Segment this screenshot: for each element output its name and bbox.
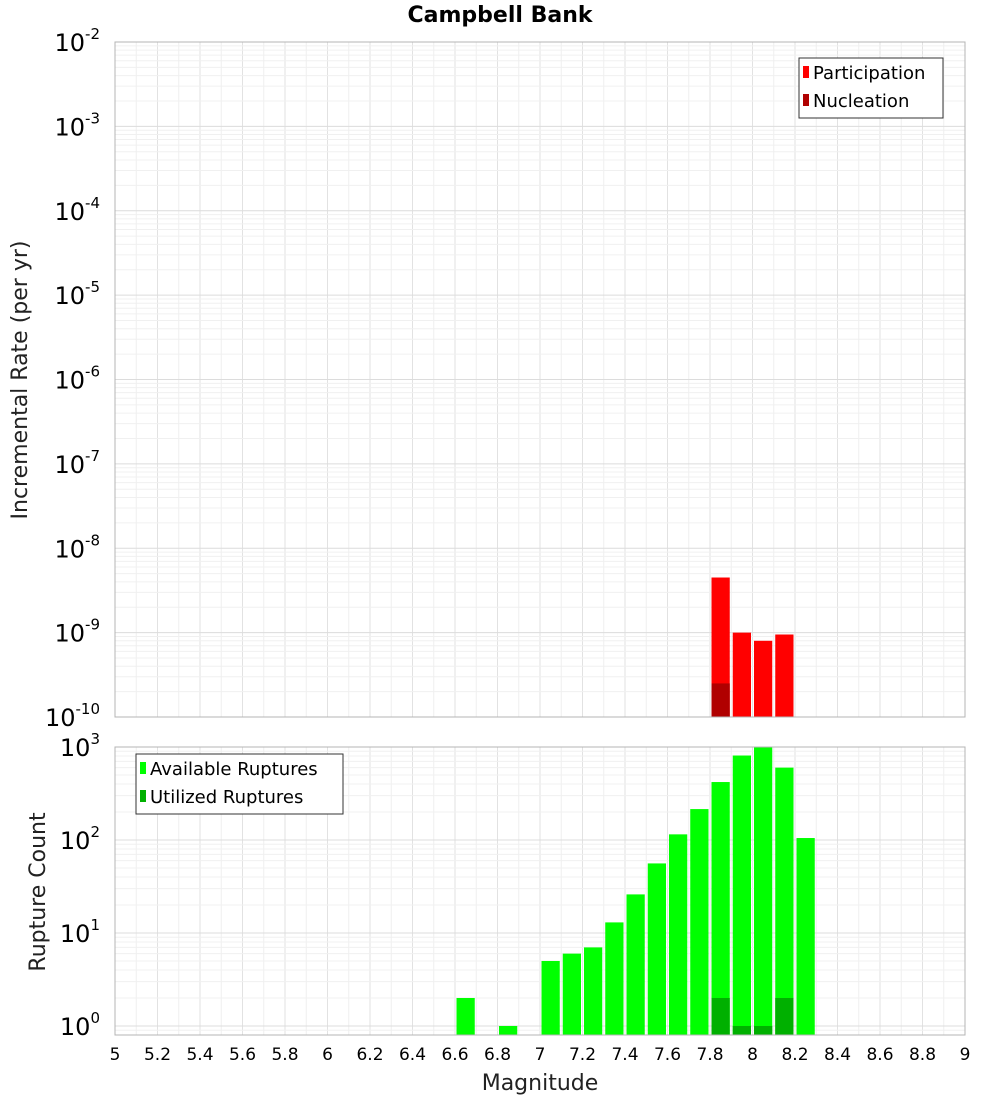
x-tick-label: 6.6 <box>441 1045 468 1065</box>
bottom-bar-7.55 <box>647 863 666 1035</box>
top-bar-8.15 <box>775 634 794 717</box>
x-tick-label: 5.6 <box>229 1045 256 1065</box>
top-bar-7.85 <box>711 577 730 717</box>
bottom-legend-label: Available Ruptures <box>150 759 318 780</box>
bottom-y-tick-label: 100 <box>60 1009 100 1041</box>
top-plot-frame <box>114 41 966 718</box>
bottom-legend-box <box>135 753 344 815</box>
bottom-overlay-bar-7.95 <box>732 1025 751 1035</box>
bottom-bar-7.95 <box>732 755 751 1035</box>
bottom-bar-7.85 <box>711 782 730 1035</box>
x-tick-label: 9 <box>960 1045 971 1065</box>
top-y-tick-label: 10-9 <box>54 616 100 648</box>
bottom-legend-swatch <box>140 790 146 802</box>
bottom-bar-6.85 <box>499 1025 518 1035</box>
top-legend-swatch <box>803 94 809 106</box>
top-bars <box>711 577 794 717</box>
x-tick-label: 7.8 <box>696 1045 723 1065</box>
bottom-legend-swatch <box>140 762 146 774</box>
top-legend: Participation Nucleation <box>798 57 944 119</box>
x-ticks: 5 5.2 5.4 5.6 5.8 6 6.2 6.4 6.6 6.8 7 7.2 7.4 7.6 7.8 8… <box>110 1045 971 1065</box>
bottom-overlay-bar-8.15 <box>775 997 794 1035</box>
x-tick-label: 6.4 <box>399 1045 426 1065</box>
x-tick-label: 5 <box>110 1045 121 1065</box>
top-legend-swatch <box>803 66 809 78</box>
top-y-tick-label: 10-6 <box>54 363 100 395</box>
x-tick-label: 7.4 <box>611 1045 638 1065</box>
x-tick-label: 5.4 <box>186 1045 213 1065</box>
top-y-tick-label: 10-10 <box>45 700 100 732</box>
top-y-tick-label: 10-4 <box>54 194 100 226</box>
x-tick-label: 8 <box>747 1045 758 1065</box>
bottom-bar-7.05 <box>541 960 560 1035</box>
chart-title: Campbell Bank <box>408 3 594 28</box>
top-bar-8.05 <box>754 640 773 717</box>
bottom-bar-7.15 <box>562 953 581 1035</box>
bottom-overlay-bar-8.05 <box>754 1025 773 1035</box>
x-tick-label: 6.2 <box>356 1045 383 1065</box>
bottom-bar-7.25 <box>584 947 603 1035</box>
bottom-plot-frame <box>114 746 966 1036</box>
x-tick-label: 8.4 <box>824 1045 851 1065</box>
bottom-y-tick-label: 102 <box>60 823 100 855</box>
bottom-bar-7.35 <box>605 922 624 1035</box>
bottom-bar-8.25 <box>796 838 815 1035</box>
x-tick-label: 8.2 <box>781 1045 808 1065</box>
bottom-legend: Available Ruptures Utilized Ruptures <box>135 753 344 815</box>
top-legend-label: Participation <box>813 63 925 84</box>
x-tick-label: 8.6 <box>866 1045 893 1065</box>
bottom-legend-label: Utilized Ruptures <box>150 787 303 808</box>
bottom-y-tick-label: 101 <box>60 916 100 948</box>
bottom-y-axis-label: Rupture Count <box>26 812 51 972</box>
rupture-count-panel: 100 101 102 103 5 5.2 5.4 5.6 5.8 6 6.2 6.4 6.6 6.8 7… <box>26 730 970 1096</box>
bottom-bar-8.05 <box>754 747 773 1035</box>
x-tick-label: 6.8 <box>484 1045 511 1065</box>
top-bar-7.95 <box>732 632 751 717</box>
x-tick-label: 5.8 <box>271 1045 298 1065</box>
x-tick-label: 8.8 <box>909 1045 936 1065</box>
top-y-tick-label: 10-3 <box>54 109 100 141</box>
top-y-tick-label: 10-5 <box>54 278 100 310</box>
top-overlay-bar-7.85 <box>711 683 730 717</box>
top-y-tick-label: 10-7 <box>54 447 100 479</box>
top-y-tick-label: 10-2 <box>54 25 100 57</box>
x-axis-label: Magnitude <box>482 1071 599 1096</box>
top-legend-label: Nucleation <box>813 91 909 112</box>
top-y-tick-label: 10-8 <box>54 531 100 563</box>
x-tick-label: 6 <box>322 1045 333 1065</box>
bottom-bar-6.65 <box>456 997 475 1035</box>
bottom-bars <box>456 747 815 1035</box>
bottom-y-tick-label: 103 <box>60 730 100 762</box>
bottom-bar-7.65 <box>669 834 688 1035</box>
incremental-rate-panel: 10-10 10-9 10-8 10-7 10-6 10-5 10-4 10-3 10-2 In… <box>8 25 966 732</box>
bottom-y-ticks: 100 101 102 103 <box>60 730 100 1041</box>
bottom-overlay-bar-7.85 <box>711 997 730 1035</box>
top-grid <box>115 42 965 717</box>
bottom-bar-7.45 <box>626 894 645 1035</box>
bottom-bar-7.75 <box>690 809 709 1035</box>
bottom-bar-8.15 <box>775 767 794 1035</box>
top-y-ticks: 10-10 10-9 10-8 10-7 10-6 10-5 10-4 10-3 10-2 <box>45 25 100 732</box>
top-legend-box <box>798 57 944 119</box>
x-tick-label: 7.6 <box>654 1045 681 1065</box>
x-tick-label: 5.2 <box>144 1045 171 1065</box>
x-tick-label: 7 <box>535 1045 546 1065</box>
x-tick-label: 7.2 <box>569 1045 596 1065</box>
top-y-axis-label: Incremental Rate (per yr) <box>8 241 33 520</box>
bottom-grid <box>115 747 965 1035</box>
